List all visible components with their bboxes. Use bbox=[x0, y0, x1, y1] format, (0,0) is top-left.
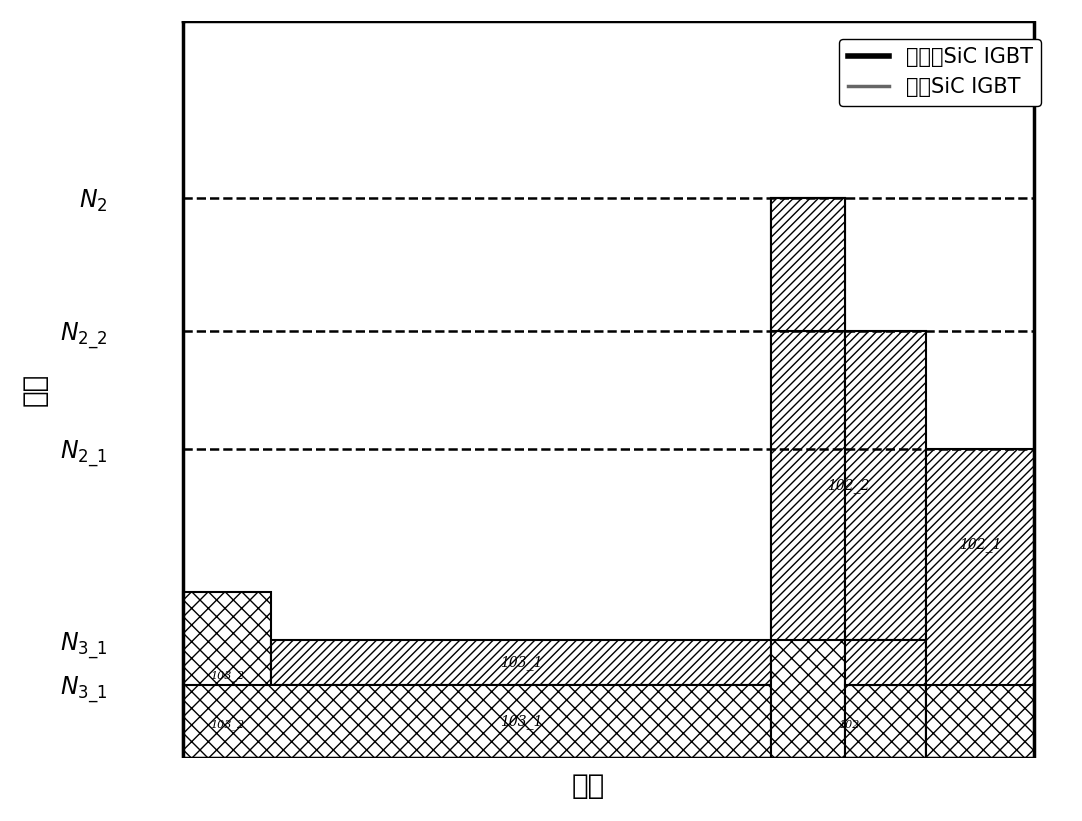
Text: 102_1: 102_1 bbox=[959, 537, 1001, 552]
Text: 102_2: 102_2 bbox=[827, 478, 870, 493]
Bar bbox=[183, 685, 770, 759]
Bar bbox=[845, 685, 926, 759]
Bar bbox=[770, 198, 845, 759]
Text: 103_2: 103_2 bbox=[210, 670, 245, 681]
Legend: 本发明SiC IGBT, 传统SiC IGBT: 本发明SiC IGBT, 传统SiC IGBT bbox=[840, 39, 1041, 106]
Bar bbox=[770, 198, 845, 331]
Text: 102: 102 bbox=[837, 720, 859, 730]
Text: 103_1: 103_1 bbox=[500, 655, 542, 670]
Bar bbox=[183, 593, 270, 759]
Text: 103_2: 103_2 bbox=[210, 720, 245, 731]
Y-axis label: 浓度: 浓度 bbox=[21, 373, 49, 406]
Bar bbox=[270, 640, 770, 685]
Bar bbox=[926, 685, 1034, 759]
Bar bbox=[926, 448, 1034, 759]
Bar bbox=[845, 331, 926, 640]
Bar bbox=[770, 331, 845, 640]
Bar bbox=[845, 640, 926, 685]
X-axis label: 深度: 深度 bbox=[571, 773, 605, 800]
Text: 103_1: 103_1 bbox=[500, 714, 542, 729]
